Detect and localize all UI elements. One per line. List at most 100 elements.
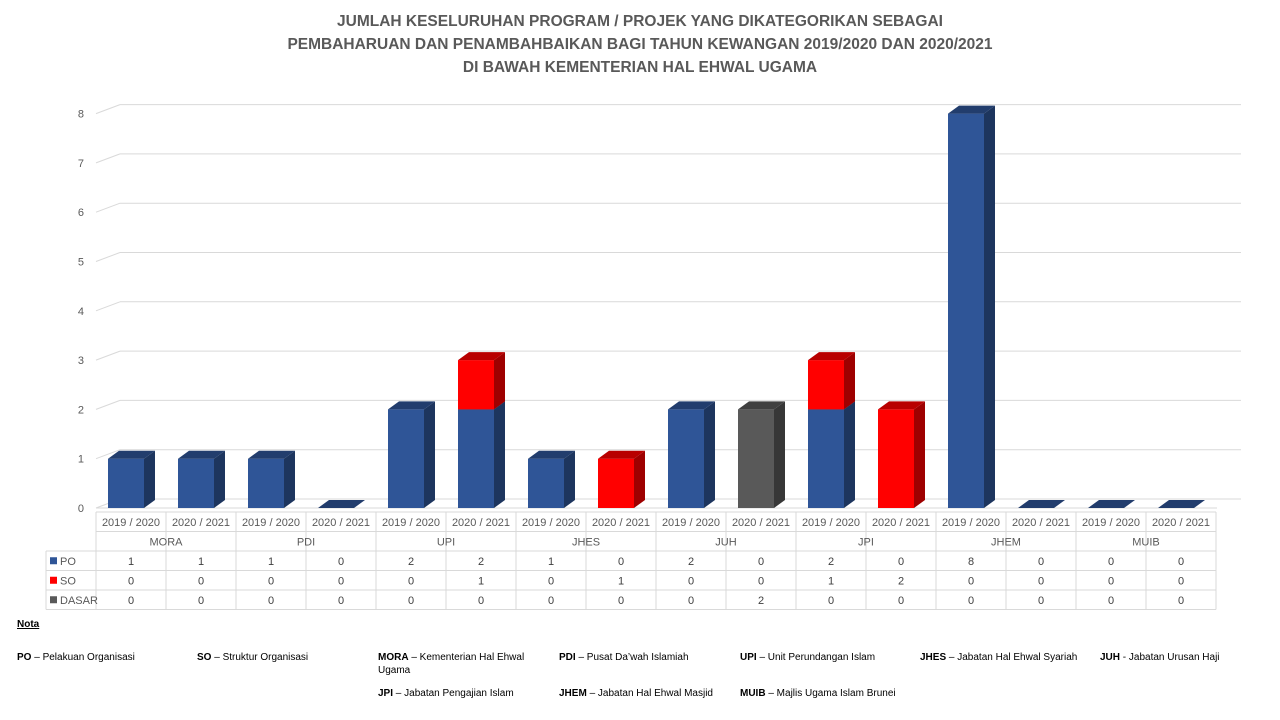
legend-label-po: PO: [60, 556, 76, 568]
bar-po: [248, 458, 284, 508]
title-line-2: PEMBAHARUAN DAN PENAMBAHBAIKAN BAGI TAHU…: [287, 36, 993, 53]
data-label: 0: [968, 575, 974, 587]
data-label: 0: [338, 575, 344, 587]
legend-key-dasar: [50, 596, 57, 604]
data-label: 0: [898, 595, 904, 607]
data-label: 0: [1178, 595, 1184, 607]
bar-po-side: [984, 105, 995, 508]
gridline-side: [95, 153, 121, 164]
x-tick-label: 2020 / 2021: [452, 517, 510, 529]
bar-so-side: [844, 352, 855, 410]
data-label: 0: [338, 595, 344, 607]
bar-dasar-top: [738, 401, 785, 410]
data-label: 0: [268, 595, 274, 607]
data-label: 0: [408, 595, 414, 607]
group-label: PDI: [297, 536, 315, 548]
group-label: UPI: [437, 536, 455, 548]
bar-so-side: [634, 450, 645, 508]
data-label: 0: [128, 575, 134, 587]
data-label: 1: [198, 556, 204, 568]
data-label: 0: [898, 556, 904, 568]
legend-label-dasar: DASAR: [60, 595, 98, 607]
bar-po-side: [284, 450, 295, 508]
data-label: 1: [618, 575, 624, 587]
x-tick-label: 2020 / 2021: [1012, 517, 1070, 529]
data-label: 0: [548, 575, 554, 587]
bar-po-side: [564, 450, 575, 508]
data-label: 0: [618, 595, 624, 607]
bar-so-top: [878, 401, 925, 410]
bar-zero: [1158, 500, 1205, 508]
data-label: 0: [618, 556, 624, 568]
bar-so: [458, 360, 494, 410]
bar-po: [178, 458, 214, 508]
x-tick-label: 2020 / 2021: [592, 517, 650, 529]
bar-so: [598, 458, 634, 508]
bar-so: [808, 360, 844, 410]
y-tick-label: 3: [78, 355, 84, 367]
data-label: 0: [1178, 556, 1184, 568]
bar-po: [668, 409, 704, 508]
x-tick-label: 2020 / 2021: [172, 517, 230, 529]
data-label: 0: [828, 595, 834, 607]
bar-po-top: [248, 450, 295, 459]
legend-key-so: [50, 576, 57, 584]
data-label: 2: [758, 595, 764, 607]
gridline-side: [95, 350, 121, 361]
y-tick-label: 6: [78, 207, 84, 219]
bar-so-top: [458, 352, 505, 361]
x-tick-label: 2019 / 2020: [1082, 517, 1140, 529]
x-tick-label: 2020 / 2021: [1152, 517, 1210, 529]
x-tick-label: 2019 / 2020: [102, 517, 160, 529]
bar-po-side: [844, 401, 855, 508]
bar-so-side: [494, 352, 505, 410]
bar-po-side: [144, 450, 155, 508]
title-line-1: JUMLAH KESELURUHAN PROGRAM / PROJEK YANG…: [337, 13, 943, 30]
bar-po-top: [178, 450, 225, 459]
data-label: 0: [1108, 556, 1114, 568]
gridline-side: [95, 252, 121, 262]
data-label: 2: [828, 556, 834, 568]
data-label: 2: [408, 556, 414, 568]
bar-zero: [1088, 500, 1135, 508]
x-tick-label: 2019 / 2020: [382, 517, 440, 529]
data-label: 2: [898, 575, 904, 587]
y-tick-label: 2: [78, 404, 84, 416]
bar-so-top: [598, 450, 645, 459]
data-label: 0: [198, 595, 204, 607]
x-tick-label: 2019 / 2020: [522, 517, 580, 529]
data-label: 0: [408, 575, 414, 587]
bar-dasar-side: [774, 401, 785, 508]
chart-title: JUMLAH KESELURUHAN PROGRAM / PROJEK YANG…: [0, 10, 1280, 79]
legend-label-so: SO: [60, 575, 76, 587]
data-label: 0: [1108, 595, 1114, 607]
y-tick-label: 8: [78, 109, 84, 121]
data-label: 1: [828, 575, 834, 587]
data-label: 0: [338, 556, 344, 568]
x-tick-label: 2020 / 2021: [732, 517, 790, 529]
data-label: 0: [1108, 575, 1114, 587]
title-line-3: DI BAWAH KEMENTERIAN HAL EHWAL UGAMA: [462, 59, 818, 76]
x-tick-label: 2019 / 2020: [942, 517, 1000, 529]
group-label: JPI: [858, 536, 874, 548]
y-tick-label: 1: [78, 454, 84, 466]
data-label: 8: [968, 556, 974, 568]
gridline-side: [95, 301, 121, 312]
y-tick-label: 5: [78, 257, 84, 269]
y-tick-label: 4: [78, 306, 84, 318]
bar-po: [528, 458, 564, 508]
gridline-side: [95, 104, 121, 115]
data-label: 0: [548, 595, 554, 607]
bar-po-top: [528, 450, 575, 459]
data-label: 0: [968, 595, 974, 607]
data-label: 0: [758, 556, 764, 568]
bar-po-side: [494, 401, 505, 508]
group-label: JHEM: [991, 536, 1021, 548]
data-label: 1: [548, 556, 554, 568]
bar-po-side: [704, 401, 715, 508]
gridline-side: [95, 399, 121, 410]
data-label: 0: [1178, 575, 1184, 587]
y-tick-label: 7: [78, 158, 84, 170]
bar-po-side: [424, 401, 435, 508]
bar-po-top: [388, 401, 435, 410]
